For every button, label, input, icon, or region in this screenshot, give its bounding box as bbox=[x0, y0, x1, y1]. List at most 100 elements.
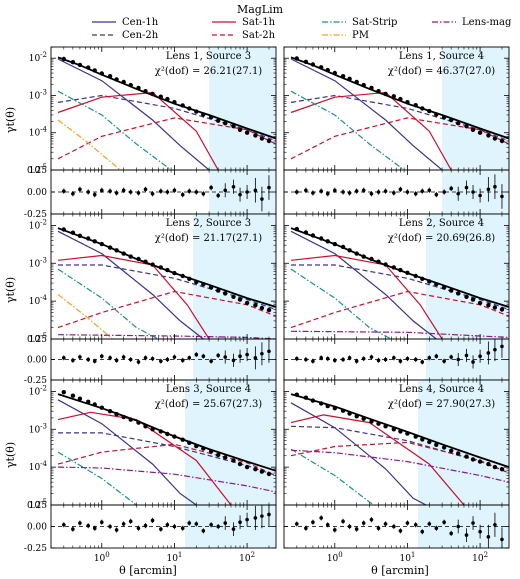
panel-chi2: χ²(dof) = 20.69(26.8) bbox=[388, 233, 496, 244]
residual-point bbox=[121, 355, 126, 359]
residual-point bbox=[311, 520, 315, 524]
data-point bbox=[231, 124, 236, 129]
data-point bbox=[128, 417, 133, 422]
y-tick-label: 10-4 bbox=[29, 126, 48, 139]
residual-point bbox=[159, 189, 163, 193]
y-tick-exponent: -4 bbox=[40, 126, 47, 134]
data-point bbox=[383, 91, 388, 97]
data-point bbox=[325, 403, 330, 409]
residual-point bbox=[150, 356, 155, 361]
residual-tick-label: 0.00 bbox=[27, 188, 47, 198]
data-point bbox=[361, 416, 366, 421]
residual-point bbox=[456, 357, 461, 362]
residual-point bbox=[319, 356, 323, 360]
residual-point bbox=[347, 356, 352, 360]
x-tick-label: 100 bbox=[327, 551, 343, 564]
curve-total bbox=[57, 393, 276, 472]
data-points bbox=[294, 56, 505, 144]
residual-point bbox=[341, 357, 345, 362]
data-point bbox=[340, 408, 346, 413]
residual-point bbox=[86, 523, 90, 528]
residual-point bbox=[143, 187, 148, 192]
x-tick-label: 102 bbox=[472, 551, 488, 564]
residual-point bbox=[398, 187, 403, 192]
residual-point bbox=[478, 193, 482, 198]
residual-point bbox=[420, 189, 425, 193]
data-point bbox=[464, 124, 469, 129]
curve-cen-1h bbox=[57, 230, 204, 339]
residual-point bbox=[304, 526, 308, 531]
data-point bbox=[303, 230, 309, 235]
residual-point bbox=[86, 357, 90, 362]
residual-point bbox=[392, 524, 396, 529]
residual-point bbox=[187, 521, 192, 525]
data-point bbox=[180, 437, 185, 442]
panel-title: Lens 1, Source 4 bbox=[399, 51, 484, 62]
data-point bbox=[266, 471, 272, 477]
residual-point bbox=[500, 344, 504, 349]
data-point bbox=[347, 248, 352, 253]
residual-point bbox=[231, 184, 236, 189]
residual-point bbox=[245, 352, 249, 357]
data-point bbox=[92, 68, 97, 73]
data-point bbox=[266, 138, 272, 144]
data-point bbox=[107, 74, 113, 79]
residual-point bbox=[449, 186, 453, 191]
curve-cen-2h bbox=[290, 94, 509, 142]
data-point bbox=[499, 307, 505, 312]
residual-point bbox=[471, 360, 475, 364]
residuals bbox=[51, 505, 276, 536]
panel-chi2: χ²(dof) = 21.17(27.1) bbox=[155, 233, 263, 244]
data-point bbox=[128, 82, 133, 88]
residual-point bbox=[267, 185, 271, 190]
data-point bbox=[499, 138, 505, 144]
y-tick-label: 10-2 bbox=[29, 218, 47, 231]
residual-point bbox=[92, 526, 97, 531]
data-point bbox=[237, 461, 243, 467]
x-tick-exponent: 0 bbox=[105, 551, 109, 559]
residual-point bbox=[71, 527, 75, 531]
residual-point bbox=[398, 529, 403, 533]
x-tick-exponent: 0 bbox=[338, 551, 342, 559]
curve-sat-2h bbox=[57, 443, 276, 477]
data-point bbox=[92, 239, 97, 244]
data-point bbox=[86, 236, 91, 241]
data-point bbox=[441, 445, 447, 450]
scale-cut-shade bbox=[185, 380, 276, 505]
data-point bbox=[216, 118, 221, 123]
curve-cen-1h bbox=[57, 399, 197, 505]
y-tick-label: 10-3 bbox=[29, 256, 47, 269]
residual-point bbox=[253, 516, 258, 520]
curve-cen-2h bbox=[57, 94, 276, 142]
curve-cen-1h bbox=[57, 58, 210, 170]
data-points bbox=[61, 227, 272, 313]
residual-point bbox=[361, 356, 366, 361]
residual-point bbox=[304, 357, 308, 362]
residual-point bbox=[427, 188, 432, 193]
residual-point bbox=[267, 512, 271, 517]
data-point bbox=[294, 392, 299, 397]
residual-point bbox=[486, 535, 491, 539]
y-tick-label: 10-4 bbox=[29, 460, 48, 473]
residual-tick-label: 0.25 bbox=[27, 501, 47, 511]
residual-point bbox=[86, 190, 90, 194]
data-point bbox=[477, 300, 483, 306]
residual-point bbox=[456, 524, 461, 529]
curve-total bbox=[57, 56, 276, 140]
data-point bbox=[413, 273, 418, 279]
y-tick-exponent: -3 bbox=[40, 422, 47, 430]
data-point bbox=[340, 74, 346, 79]
data-point bbox=[470, 127, 476, 132]
residual-point bbox=[376, 190, 381, 194]
data-point bbox=[266, 307, 272, 313]
data-point bbox=[172, 270, 177, 276]
curve-total bbox=[290, 227, 509, 308]
data-point bbox=[114, 412, 119, 417]
data-point bbox=[150, 427, 155, 432]
residual-point bbox=[128, 190, 133, 194]
data-point bbox=[492, 464, 498, 470]
data-point bbox=[201, 112, 206, 117]
curve-cen-1h bbox=[290, 402, 427, 505]
data-point bbox=[294, 56, 299, 61]
legend-label-pm: PM bbox=[352, 30, 369, 41]
